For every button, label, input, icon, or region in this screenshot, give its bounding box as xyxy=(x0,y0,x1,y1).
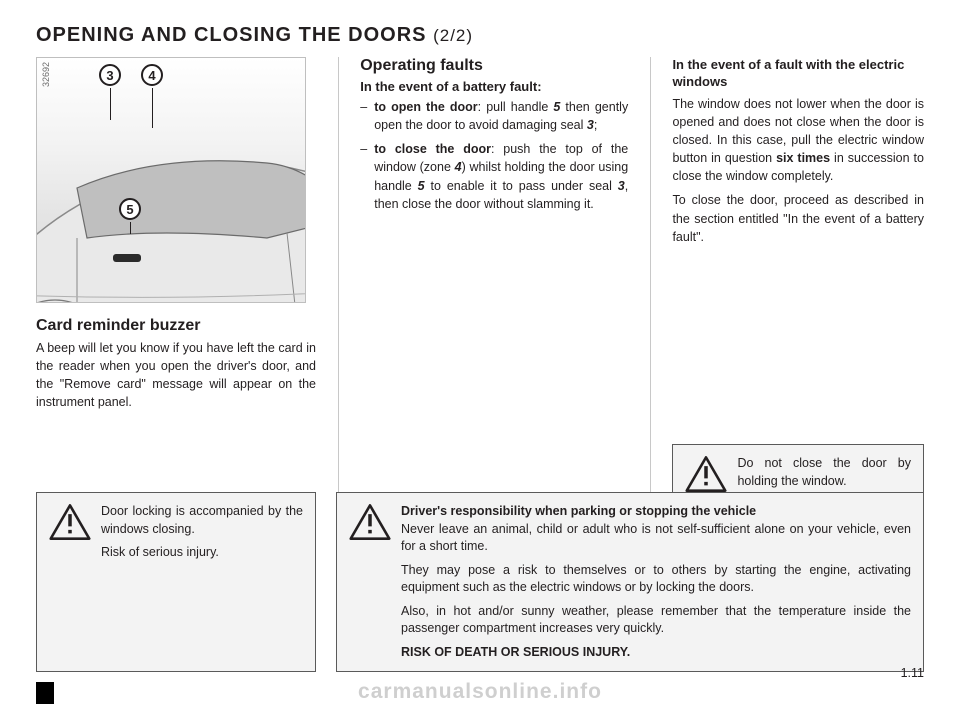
li1-post: : pull handle xyxy=(478,100,554,114)
dr-p2: They may pose a risk to themselves or to… xyxy=(401,562,911,597)
page-title: OPENING AND CLOSING THE DOORS (2/2) xyxy=(36,24,924,47)
warning-icon xyxy=(685,455,727,493)
watermark: carmanualsonline.info xyxy=(0,680,960,704)
li2-n3: 3 xyxy=(618,179,625,193)
card-reminder-text: A beep will let you know if you have lef… xyxy=(36,339,316,412)
electric-windows-p1: The window does not lower when the door … xyxy=(672,95,924,186)
dl-l2: Risk of serious injury. xyxy=(101,544,303,562)
dr-p4: RISK OF DEATH OR SERIOUS INJURY. xyxy=(401,644,911,662)
li1-end: ; xyxy=(594,118,597,132)
li1-num2: 3 xyxy=(587,118,594,132)
car-illustration: 32692 xyxy=(36,57,306,303)
dr-h-span: Driver's responsibility when parking or … xyxy=(401,504,756,518)
card-reminder-heading: Card reminder buzzer xyxy=(36,317,316,335)
callout-3: 3 xyxy=(99,64,121,86)
fault-item-close: to close the door: push the top of the w… xyxy=(374,140,628,213)
fault-list: to open the door: pull handle 5 then gen… xyxy=(360,98,628,219)
dr-p3: Also, in hot and/or sunny weather, pleas… xyxy=(401,603,911,638)
warning-icon xyxy=(49,503,91,541)
warn-fingers-l1: Do not close the door by holding the win… xyxy=(737,455,911,490)
warning-icon xyxy=(349,503,391,541)
title-main: OPENING AND CLOSING THE DOORS xyxy=(36,24,427,46)
col2-spacer xyxy=(360,219,628,509)
dr-p1: Never leave an animal, child or adult wh… xyxy=(401,521,911,556)
li1-pre: to open the door xyxy=(374,100,477,114)
dr-h: Driver's responsibility when parking or … xyxy=(401,503,911,521)
dl-l1: Door locking is accompanied by the windo… xyxy=(101,503,303,538)
callout-5: 5 xyxy=(119,198,141,220)
operating-faults-heading: Operating faults xyxy=(360,57,628,75)
car-svg xyxy=(36,98,306,303)
col3-spacer xyxy=(672,252,924,444)
title-sub: (2/2) xyxy=(433,26,473,45)
li2-n1: 4 xyxy=(455,160,462,174)
page-number: 1.11 xyxy=(901,666,924,680)
li2-pre: to close the door xyxy=(374,142,491,156)
page: OPENING AND CLOSING THE DOORS (2/2) 3269… xyxy=(0,0,960,710)
leader-3 xyxy=(110,88,111,120)
leader-4 xyxy=(152,88,153,128)
warn-door-locking-text: Door locking is accompanied by the windo… xyxy=(101,503,303,661)
c3-p1b: six times xyxy=(776,151,830,165)
electric-windows-p2: To close the door, proceed as described … xyxy=(672,191,924,245)
leader-5 xyxy=(130,222,131,234)
callout-4: 4 xyxy=(141,64,163,86)
lower-row: Door locking is accompanied by the windo… xyxy=(36,492,924,672)
warn-driver-text: Driver's responsibility when parking or … xyxy=(401,503,911,661)
warn-driver-responsibility: Driver's responsibility when parking or … xyxy=(336,492,924,672)
electric-windows-heading: In the event of a fault with the electri… xyxy=(672,57,924,91)
battery-fault-heading: In the event of a battery fault: xyxy=(360,79,628,94)
black-tab xyxy=(36,682,54,704)
fault-item-open: to open the door: pull handle 5 then gen… xyxy=(374,98,628,134)
li2-n2: 5 xyxy=(418,179,425,193)
image-id: 32692 xyxy=(41,62,51,87)
warn-door-locking: Door locking is accompanied by the windo… xyxy=(36,492,316,672)
li2-c: to enable it to pass under seal xyxy=(425,179,618,193)
